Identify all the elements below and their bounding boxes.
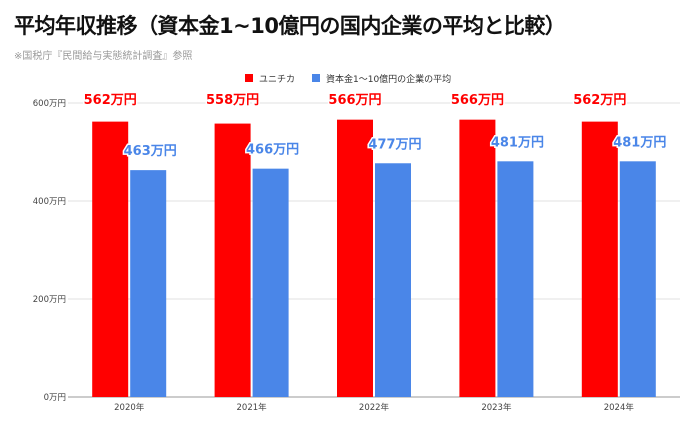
data-label: 562万円 — [84, 93, 137, 108]
bar — [497, 161, 534, 397]
bar — [581, 121, 618, 398]
bar — [375, 163, 411, 397]
x-tick-label: 2023年 — [481, 402, 512, 413]
x-tick-label: 2021年 — [237, 402, 268, 413]
data-label: 466万円 — [246, 143, 299, 158]
x-tick-label: 2022年 — [359, 402, 390, 413]
grid-lines — [68, 102, 680, 398]
data-label: 481万円 — [491, 135, 544, 150]
data-label: 566万円 — [451, 93, 504, 108]
bar — [337, 119, 373, 397]
y-tick-label: 400万円 — [33, 197, 66, 207]
data-label: 562万円 — [573, 93, 626, 108]
y-tick-label: 0万円 — [44, 393, 66, 403]
legend-label: ユニチカ — [259, 74, 295, 85]
bar — [252, 168, 289, 397]
data-label: 566万円 — [328, 93, 381, 108]
data-labels: 562万円 463万円 558万円 466万円 566万円 477万円 566万円 481万円… — [82, 92, 668, 161]
y-tick-label: 200万円 — [33, 295, 66, 305]
legend-swatch — [245, 74, 253, 82]
chart-source-note: ※国税庁『民間給与実態統計調査』参照 — [14, 51, 193, 62]
bar — [459, 119, 496, 397]
bar — [214, 123, 251, 397]
x-axis: 2020年 2021年 2022年 2023年 2024年 — [114, 402, 634, 413]
legend: ユニチカ 資本金1～10億円の企業の平均 — [245, 73, 451, 85]
legend-swatch — [312, 74, 320, 82]
bar — [130, 170, 167, 397]
x-tick-label: 2020年 — [114, 402, 145, 413]
bars — [92, 119, 656, 398]
bar — [619, 161, 656, 397]
chart-title: 平均年収推移（資本金1~10億円の国内企業の平均と比較） — [14, 14, 566, 38]
x-tick-label: 2024年 — [604, 402, 635, 413]
data-label: 558万円 — [206, 93, 259, 108]
data-label: 481万円 — [613, 135, 666, 150]
data-label: 477万円 — [368, 137, 421, 152]
y-tick-label: 600万円 — [33, 99, 66, 109]
legend-label: 資本金1～10億円の企業の平均 — [326, 73, 451, 85]
y-axis: 0万円 200万円 400万円 600万円 — [33, 99, 66, 403]
data-label: 463万円 — [124, 144, 177, 159]
bar — [92, 121, 129, 398]
